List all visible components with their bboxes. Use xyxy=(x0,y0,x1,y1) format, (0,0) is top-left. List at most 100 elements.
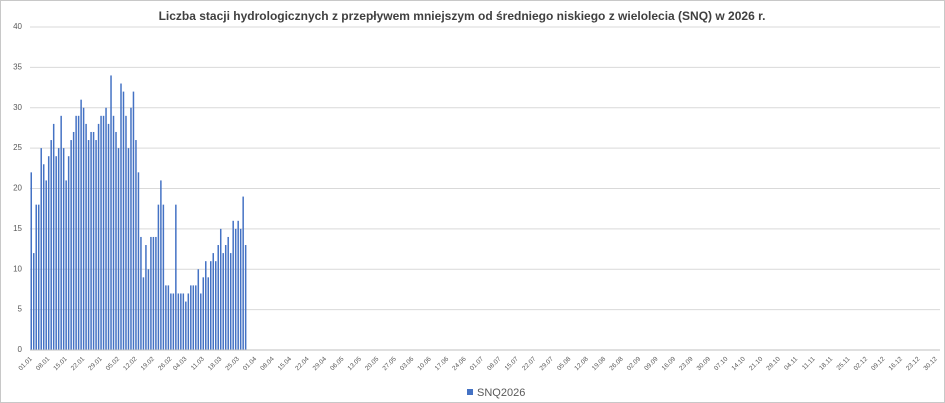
bar xyxy=(90,131,92,350)
bar xyxy=(175,204,177,350)
bar xyxy=(214,261,217,350)
bar xyxy=(232,220,234,350)
bar xyxy=(52,123,55,351)
bar xyxy=(242,196,244,350)
bar xyxy=(202,277,205,350)
bar xyxy=(107,123,110,351)
bar xyxy=(72,131,75,350)
bar xyxy=(95,140,97,350)
y-tick-label: 5 xyxy=(18,305,23,314)
y-tick-label: 0 xyxy=(18,345,23,354)
bar xyxy=(115,131,117,350)
bar xyxy=(244,245,247,350)
y-tick-label: 25 xyxy=(13,143,22,152)
bar xyxy=(127,148,130,350)
bar xyxy=(210,261,212,350)
bar xyxy=(167,285,170,350)
bar xyxy=(145,245,147,350)
bar xyxy=(110,75,112,350)
bar xyxy=(157,204,160,350)
bar xyxy=(60,115,62,350)
bar xyxy=(162,204,165,350)
bar xyxy=(180,293,182,350)
bar xyxy=(177,293,180,350)
y-tick-label: 20 xyxy=(13,184,22,193)
y-tick-label: 10 xyxy=(13,264,22,273)
bar xyxy=(30,172,32,350)
bar xyxy=(45,180,47,350)
bar xyxy=(57,148,60,350)
bar xyxy=(40,148,42,350)
bar xyxy=(112,115,115,350)
bar xyxy=(160,180,162,350)
bar xyxy=(187,293,190,350)
bar xyxy=(130,107,132,350)
bar xyxy=(185,301,187,350)
bar xyxy=(147,269,150,350)
bar xyxy=(120,83,122,351)
bar xyxy=(82,107,85,350)
bar xyxy=(35,204,37,350)
bar xyxy=(207,277,210,350)
bar xyxy=(197,269,200,350)
bar xyxy=(55,156,57,350)
bar xyxy=(182,293,185,350)
bar xyxy=(152,236,155,350)
bar xyxy=(142,277,145,350)
bar xyxy=(155,236,157,350)
bar xyxy=(122,91,125,350)
bar xyxy=(205,261,207,350)
bar xyxy=(165,285,167,350)
y-tick-label: 15 xyxy=(13,224,22,233)
bar xyxy=(62,148,65,350)
y-tick-label: 40 xyxy=(13,22,22,31)
bar xyxy=(117,148,120,350)
y-tick-label: 35 xyxy=(13,62,22,71)
bar xyxy=(217,245,219,350)
bar xyxy=(80,99,82,350)
bar xyxy=(37,204,40,350)
bar xyxy=(200,293,202,350)
bar xyxy=(239,228,242,350)
bar xyxy=(125,115,127,350)
bar xyxy=(135,140,137,350)
bar xyxy=(224,245,227,350)
bar xyxy=(190,285,192,350)
bar xyxy=(105,107,107,350)
bar xyxy=(212,253,214,350)
bar xyxy=(67,156,70,350)
bar xyxy=(237,220,239,350)
bar xyxy=(192,285,195,350)
chart-title: Liczba stacji hydrologicznych z przepływ… xyxy=(159,9,766,23)
bar xyxy=(140,236,142,350)
bar xyxy=(234,228,237,350)
bar xyxy=(97,123,100,351)
bar xyxy=(229,253,232,350)
bar xyxy=(150,236,152,350)
bar xyxy=(227,236,229,350)
bar xyxy=(42,164,45,350)
bar xyxy=(195,285,197,350)
bar xyxy=(50,140,52,350)
bar xyxy=(219,228,222,350)
y-tick-label: 30 xyxy=(13,103,22,112)
bar xyxy=(47,156,50,350)
bar xyxy=(137,172,140,350)
bar xyxy=(132,91,135,350)
bar xyxy=(100,115,102,350)
bar xyxy=(65,180,67,350)
bar xyxy=(170,293,172,350)
bar xyxy=(92,131,95,350)
bar xyxy=(75,115,77,350)
bar xyxy=(85,123,87,351)
bar xyxy=(32,253,35,350)
bar xyxy=(102,115,105,350)
legend-swatch xyxy=(467,389,473,395)
bar xyxy=(222,253,224,350)
legend-label: SNQ2026 xyxy=(477,387,525,399)
bar xyxy=(87,140,90,350)
bar xyxy=(77,115,80,350)
bar xyxy=(70,140,72,350)
